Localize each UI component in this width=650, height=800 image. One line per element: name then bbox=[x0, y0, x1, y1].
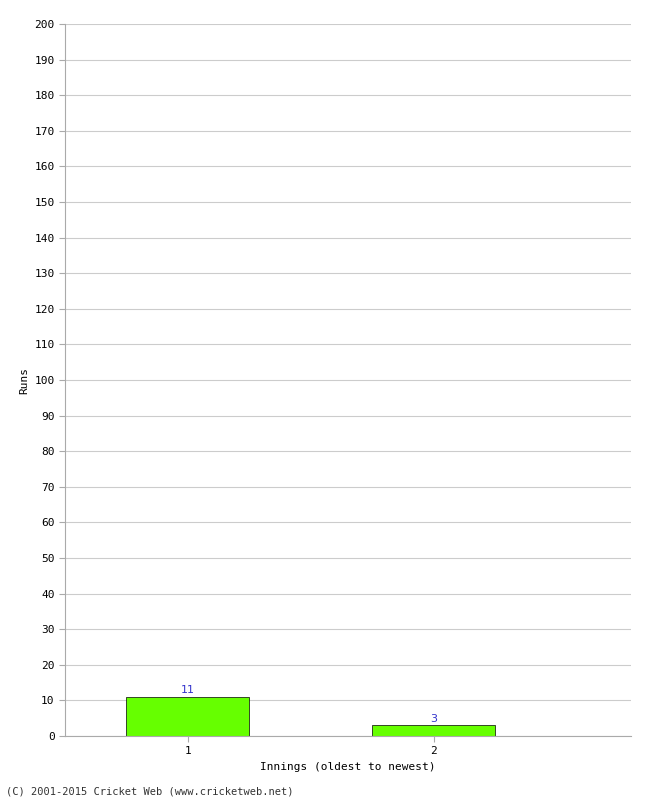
Bar bbox=[127, 697, 250, 736]
Bar bbox=[372, 726, 495, 736]
Text: 11: 11 bbox=[181, 685, 195, 695]
Y-axis label: Runs: Runs bbox=[19, 366, 29, 394]
Text: (C) 2001-2015 Cricket Web (www.cricketweb.net): (C) 2001-2015 Cricket Web (www.cricketwe… bbox=[6, 786, 294, 796]
X-axis label: Innings (oldest to newest): Innings (oldest to newest) bbox=[260, 762, 436, 772]
Text: 3: 3 bbox=[430, 714, 437, 723]
